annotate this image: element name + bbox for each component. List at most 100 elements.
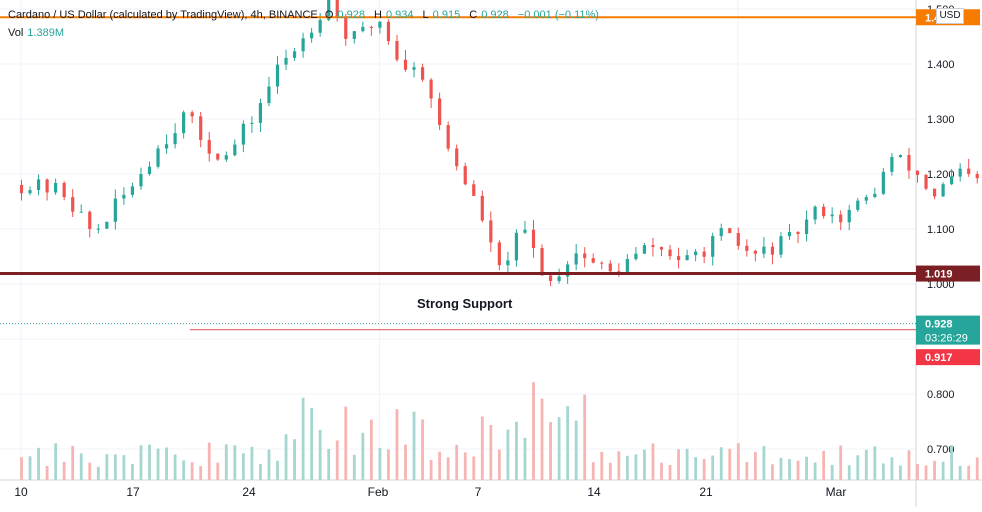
- volume-bar: [933, 460, 936, 480]
- candle-body: [822, 206, 826, 217]
- candle-body: [386, 21, 391, 42]
- candle-body: [207, 139, 211, 154]
- volume-bar: [634, 454, 638, 480]
- volume-legend: Vol 1.389M: [8, 27, 64, 39]
- candle-body: [310, 32, 314, 39]
- volume-bar: [54, 443, 58, 480]
- volume-bar: [591, 462, 595, 480]
- candle-body: [241, 123, 245, 145]
- candle-body: [463, 166, 467, 185]
- volume-bar: [950, 445, 954, 480]
- volume-bar: [122, 455, 126, 480]
- candle-body: [489, 220, 493, 243]
- x-tick-label: 21: [699, 485, 713, 499]
- volume-bar: [224, 444, 228, 480]
- candle-body: [147, 166, 152, 175]
- candle-body: [455, 148, 459, 167]
- volume-bar: [480, 416, 484, 480]
- candle-body: [702, 251, 706, 257]
- candle-body: [950, 176, 954, 185]
- last-price-label-countdown: 03:26:29: [925, 333, 968, 345]
- candle-body: [36, 179, 41, 191]
- volume-bar: [62, 461, 66, 480]
- candle-body: [420, 67, 425, 80]
- volume-bar: [113, 454, 117, 480]
- candle-body: [62, 182, 66, 198]
- x-tick-label: 14: [587, 485, 601, 499]
- volume-bar: [924, 465, 928, 480]
- volume-bar: [20, 457, 23, 480]
- candle-body: [28, 190, 32, 194]
- candle-body: [668, 249, 672, 257]
- candle-body: [634, 253, 638, 260]
- volume-bar: [301, 397, 305, 480]
- candle-body: [71, 197, 75, 212]
- candle-body: [429, 79, 433, 99]
- x-tick-label: 17: [126, 485, 140, 499]
- x-tick-label: 24: [242, 485, 256, 499]
- volume-bar: [736, 443, 740, 480]
- legend-close-value: 0.928: [481, 9, 509, 21]
- candle-body: [830, 214, 834, 217]
- volume-bar: [975, 457, 979, 480]
- volume-bar: [79, 453, 83, 480]
- volume-bar: [515, 421, 518, 480]
- volume-bar: [677, 449, 680, 480]
- support-price-label: 1.019: [925, 269, 953, 281]
- y-tick-label: 1.000: [927, 279, 955, 291]
- candle-body: [907, 154, 911, 171]
- volume-bar: [719, 447, 723, 480]
- volume-bar: [813, 462, 817, 480]
- candle-body: [719, 228, 723, 237]
- volume-bar: [771, 464, 774, 480]
- volume-bar: [250, 446, 254, 480]
- candle-body: [523, 229, 527, 233]
- volume-bar: [856, 455, 860, 480]
- candle-body: [335, 0, 339, 18]
- volume-bar: [165, 447, 168, 480]
- currency-button[interactable]: USD: [936, 8, 964, 24]
- candle-body: [267, 86, 271, 104]
- y-tick-label: 1.300: [927, 114, 955, 126]
- x-tick-label: 7: [475, 485, 482, 499]
- candle-body: [770, 246, 775, 255]
- volume-bar: [352, 454, 356, 480]
- y-tick-label: 1.400: [927, 59, 955, 71]
- candle-body: [79, 211, 83, 213]
- candle-body: [412, 67, 416, 70]
- candle-body: [898, 154, 903, 157]
- y-tick-label: 0.800: [927, 389, 955, 401]
- volume-bar: [532, 382, 535, 480]
- volume-bar: [190, 462, 194, 480]
- volume-bar: [822, 450, 826, 480]
- volume-bar: [617, 451, 621, 480]
- legend-open-value: 0.928: [337, 9, 365, 21]
- candle-body: [164, 144, 169, 149]
- volume-bar: [173, 454, 177, 480]
- volume-bar: [796, 460, 800, 480]
- volume-bar: [864, 449, 868, 480]
- y-tick-label: 1.200: [927, 169, 955, 181]
- volume-bar: [711, 455, 715, 480]
- volume-bar: [28, 456, 32, 480]
- candle-body: [762, 246, 766, 254]
- volume-bar: [438, 451, 442, 480]
- candle-body: [88, 211, 92, 229]
- candle-body: [190, 112, 194, 117]
- volume-bar: [131, 464, 134, 480]
- y-tick-label: 0.700: [927, 444, 955, 456]
- candle-body: [318, 19, 322, 33]
- legend-low-value: 0.915: [432, 9, 461, 21]
- volume-bar: [378, 447, 382, 480]
- volume-bar: [745, 462, 749, 480]
- volume-bar: [259, 463, 262, 480]
- candle-body: [813, 206, 817, 220]
- candle-body: [113, 198, 117, 222]
- candle-body: [497, 242, 501, 266]
- low-price-label: 0.917: [925, 352, 953, 364]
- candle-body: [548, 275, 553, 282]
- candle-body: [45, 179, 49, 193]
- candle-body: [233, 144, 237, 156]
- legend-close-label: C: [469, 9, 478, 21]
